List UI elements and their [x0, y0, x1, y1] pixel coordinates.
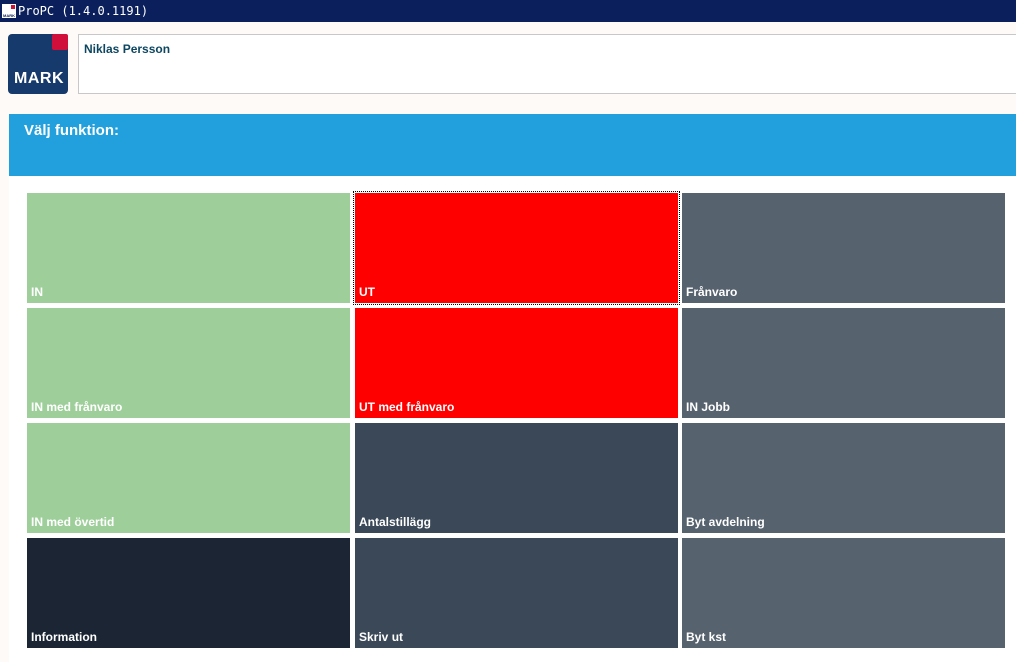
tile-byt-avdelning[interactable]: Byt avdelning	[682, 423, 1005, 533]
tile-byt-kst[interactable]: Byt kst	[682, 538, 1005, 648]
tile-label: IN	[31, 285, 43, 299]
header: MARK Niklas Persson	[0, 22, 1016, 114]
app-icon-text: MARK	[3, 13, 15, 18]
tile-ut[interactable]: UT	[353, 191, 680, 305]
tile-in[interactable]: IN	[27, 193, 350, 303]
tile-in-jobb[interactable]: IN Jobb	[682, 308, 1005, 418]
mark-logo: MARK	[8, 34, 68, 94]
app-icon: MARK	[2, 4, 16, 18]
tile-label: Byt kst	[686, 630, 727, 644]
app-icon-dot	[11, 5, 15, 9]
tile-label: IN med frånvaro	[31, 400, 123, 414]
tile-label: Frånvaro	[686, 285, 738, 299]
logo-text: MARK	[14, 70, 64, 87]
tile-skriv-ut[interactable]: Skriv ut	[355, 538, 678, 648]
window-titlebar[interactable]: MARK ProPC (1.4.0.1191)	[0, 0, 1016, 22]
tile-label: Antalstillägg	[359, 515, 432, 529]
tile-antalstillagg[interactable]: Antalstillägg	[355, 423, 678, 533]
tile-ut-med-franvaro[interactable]: UT med frånvaro	[355, 308, 678, 418]
tile-in-med-franvaro[interactable]: IN med frånvaro	[27, 308, 350, 418]
tile-information[interactable]: Information	[27, 538, 350, 648]
tile-label: UT	[359, 285, 375, 299]
user-info-box: Niklas Persson	[78, 34, 1016, 94]
tile-label: Information	[31, 630, 97, 644]
page-title: Välj funktion:	[24, 122, 119, 139]
window-title: ProPC (1.4.0.1191)	[18, 4, 149, 18]
user-name: Niklas Persson	[84, 42, 171, 56]
tile-label: IN Jobb	[686, 400, 730, 414]
tile-franvaro[interactable]: Frånvaro	[682, 193, 1005, 303]
tile-label: UT med frånvaro	[359, 400, 455, 414]
tile-in-med-overtid[interactable]: IN med övertid	[27, 423, 350, 533]
tile-label: Skriv ut	[359, 630, 404, 644]
logo-square-icon	[52, 34, 68, 50]
tile-label: IN med övertid	[31, 515, 115, 529]
tile-label: Byt avdelning	[686, 515, 765, 529]
function-panel: IN UT Frånvaro IN med frånvaro UT med fr…	[9, 176, 1016, 662]
function-header-bar: Välj funktion:	[9, 114, 1016, 176]
